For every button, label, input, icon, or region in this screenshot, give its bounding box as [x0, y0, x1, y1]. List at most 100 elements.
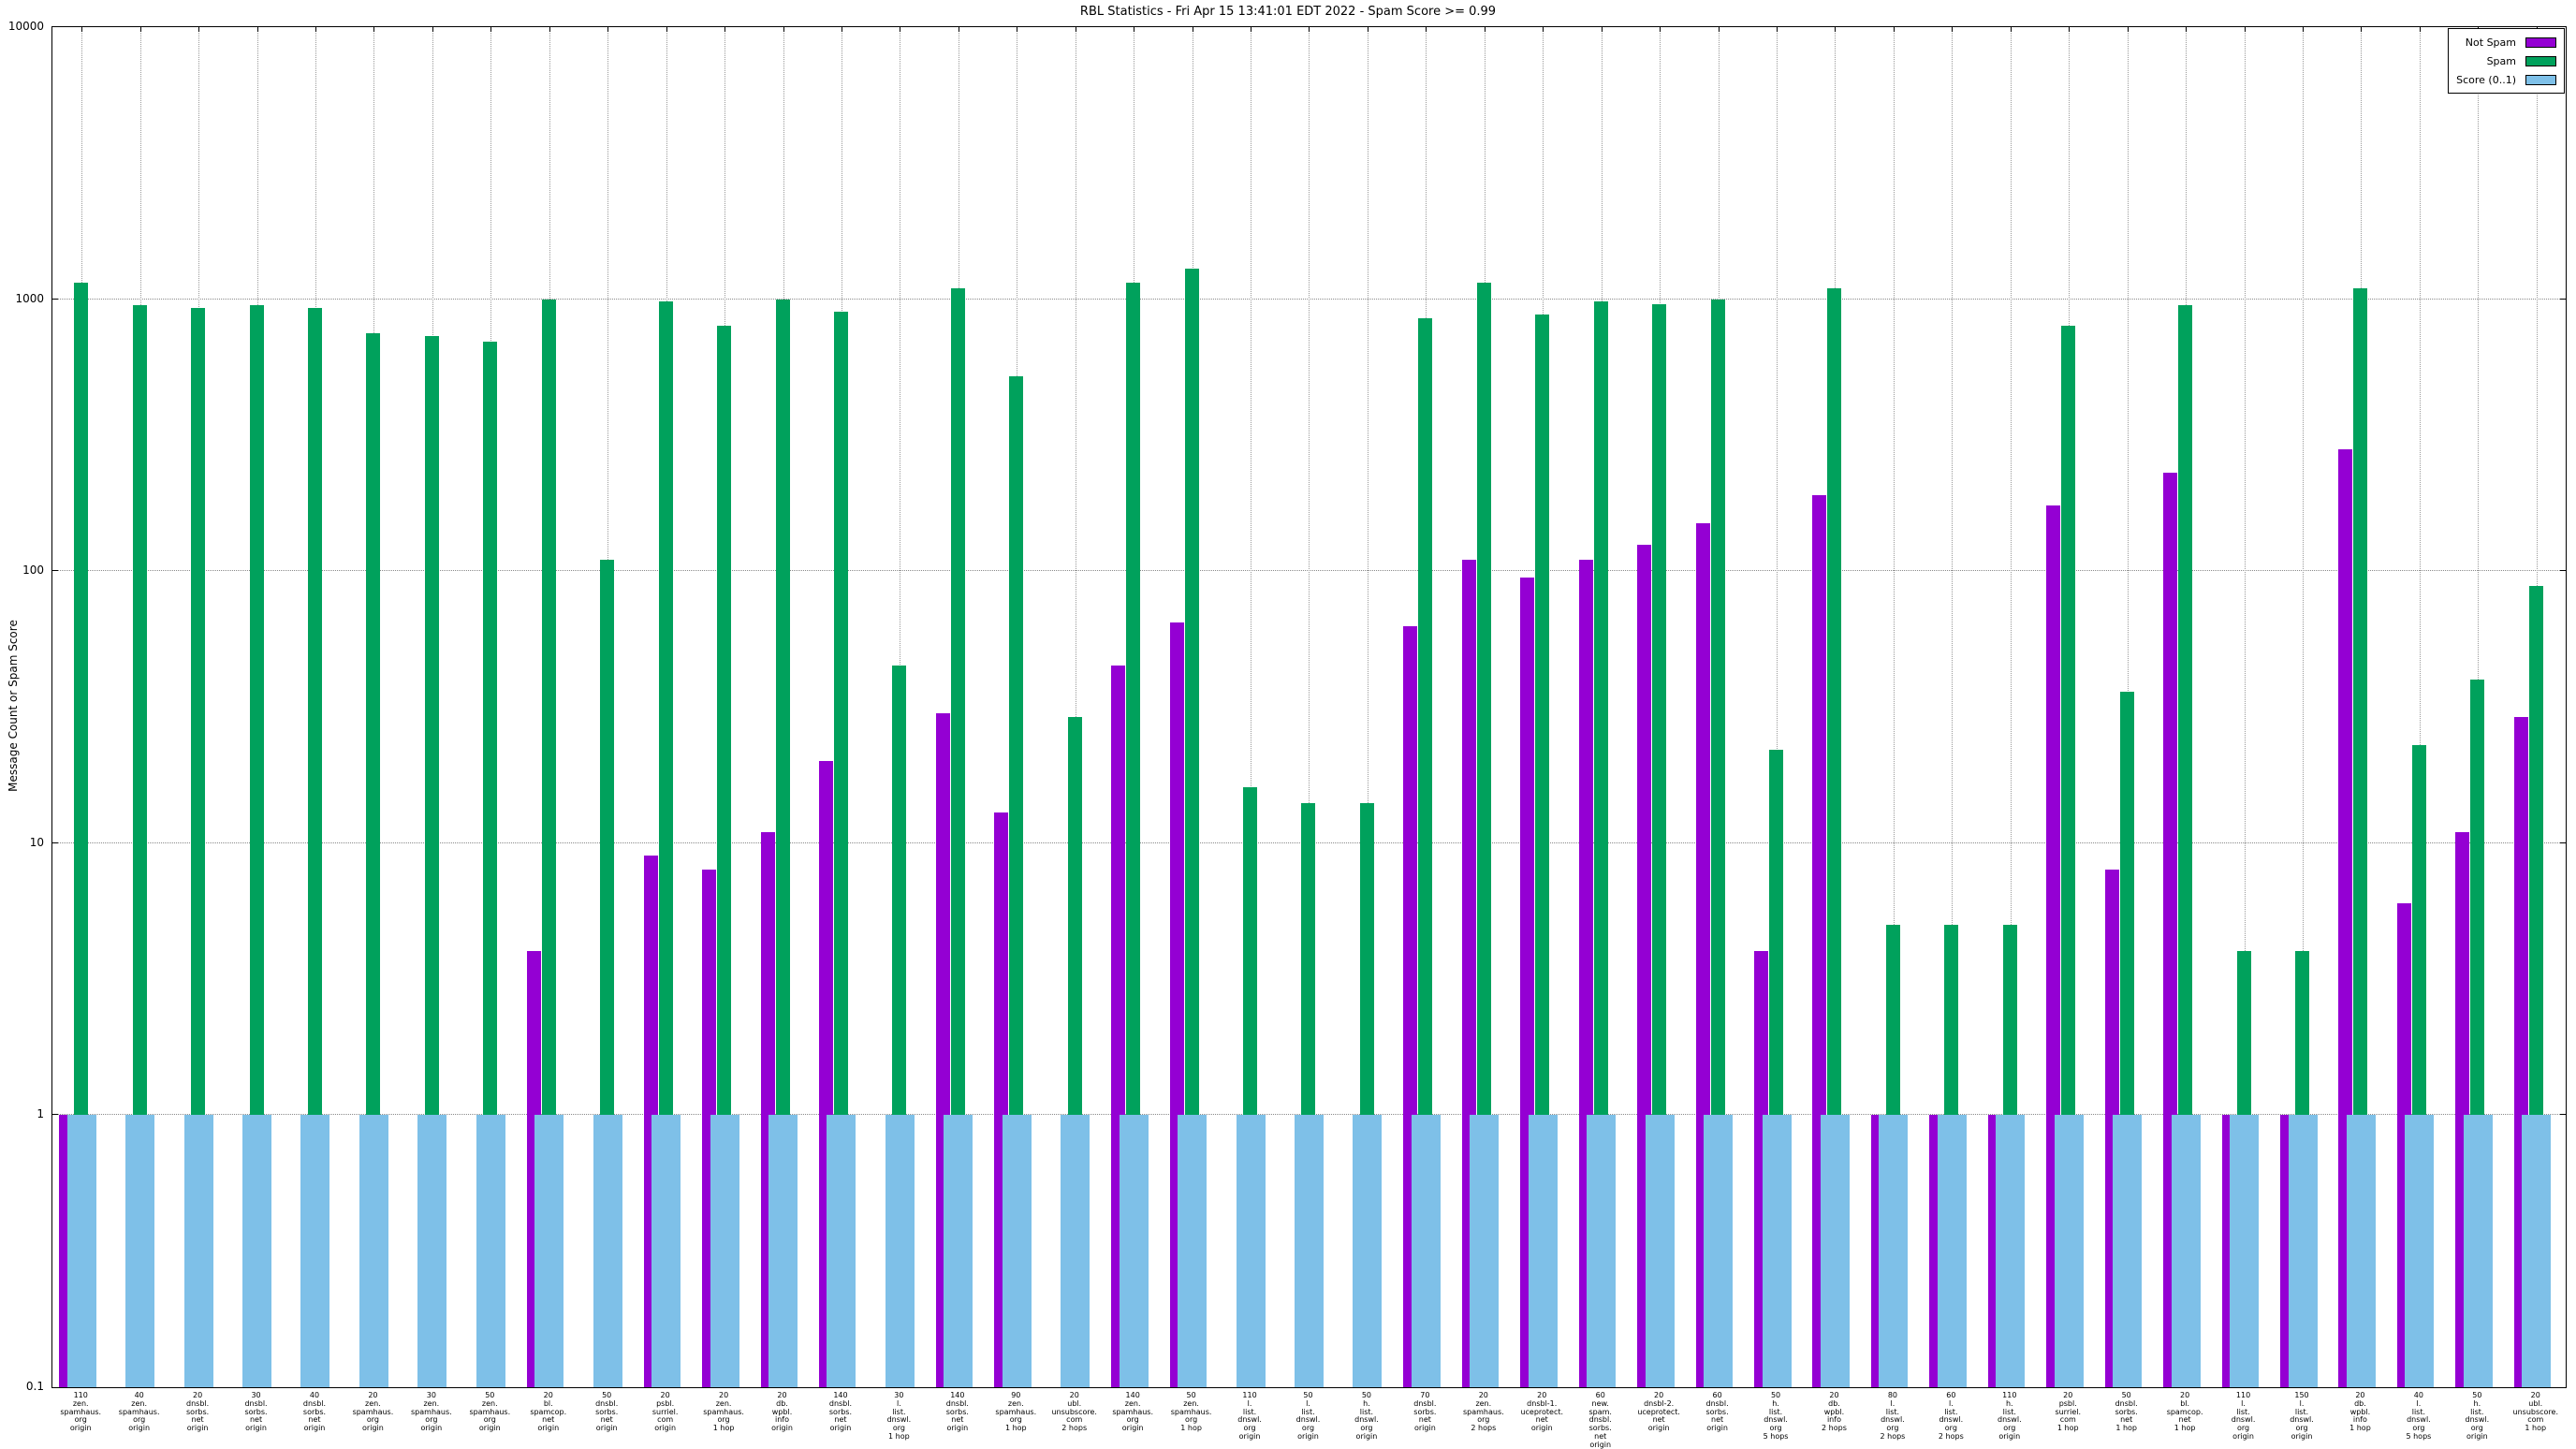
- bar-spam: [74, 282, 89, 1387]
- bar-cluster: [169, 27, 227, 1387]
- bar-cluster: [578, 27, 637, 1387]
- left-axis-tick: [52, 842, 58, 843]
- bar-score: [1528, 1115, 1558, 1387]
- bar-score: [1119, 1115, 1149, 1387]
- x-tick-label: 20 ubl. unsubscore. com 2 hops: [1051, 1391, 1097, 1433]
- legend-label: Not Spam: [2465, 36, 2516, 49]
- bar-score: [534, 1115, 564, 1387]
- x-tick-label: 40 l. list. dnswl. org 5 hops: [2406, 1391, 2432, 1441]
- top-axis-tick: [2186, 27, 2188, 32]
- x-tick-label: 140 dnsbl. sorbs. net origin: [945, 1391, 969, 1433]
- v-gridline: [2244, 27, 2246, 1387]
- bar-score: [2463, 1115, 2493, 1387]
- top-axis-tick: [1893, 27, 1895, 32]
- bar-cluster: [1514, 27, 1572, 1387]
- x-tick-label: 20 psbl. surriel. com 1 hop: [2055, 1391, 2082, 1433]
- top-axis-tick: [198, 27, 200, 32]
- x-tick-label: 50 l. list. dnswl. org origin: [1295, 1391, 1321, 1441]
- bar-score: [1294, 1115, 1324, 1387]
- x-tick-label: 50 h. list. dnswl. org 5 hops: [1763, 1391, 1789, 1441]
- x-tick-label: 110 h. list. dnswl. org origin: [1997, 1391, 2022, 1441]
- bar-score: [1353, 1115, 1383, 1387]
- bar-cluster: [1923, 27, 1981, 1387]
- bar-cluster: [2508, 27, 2566, 1387]
- bar-spam: [1126, 282, 1141, 1387]
- x-tick-label: 30 l. list. dnswl. org 1 hop: [886, 1391, 912, 1441]
- v-gridline: [2303, 27, 2304, 1387]
- bar-score: [651, 1115, 681, 1387]
- x-tick-label: 20 db. wpbl. info 1 hop: [2349, 1391, 2371, 1433]
- bar-cluster: [2274, 27, 2332, 1387]
- bar-cluster: [520, 27, 578, 1387]
- bar-cluster: [2332, 27, 2390, 1387]
- bar-score: [300, 1115, 330, 1387]
- bar-cluster: [812, 27, 871, 1387]
- top-axis-tick: [1601, 27, 1603, 32]
- top-axis-tick: [1309, 27, 1310, 32]
- x-tick-label: 20 psbl. surriel. com origin: [651, 1391, 679, 1433]
- x-tick-label: 20 zen. spamhaus. org 2 hops: [1462, 1391, 1504, 1433]
- bar-cluster: [1105, 27, 1163, 1387]
- bar-cluster: [2391, 27, 2449, 1387]
- bar-score: [1820, 1115, 1850, 1387]
- y-tick-label: 1: [37, 1107, 44, 1121]
- x-tick-label: 30 dnsbl. sorbs. net origin: [244, 1391, 268, 1433]
- bar-cluster: [110, 27, 168, 1387]
- bar-cluster: [1689, 27, 1747, 1387]
- x-tick-label: 140 dnsbl. sorbs. net origin: [828, 1391, 853, 1433]
- top-axis-tick: [81, 27, 83, 32]
- bar-score: [1996, 1115, 2026, 1387]
- x-tick-label: 50 h. list. dnswl. org origin: [2465, 1391, 2490, 1441]
- top-axis-tick: [2419, 27, 2421, 32]
- bar-score: [710, 1115, 739, 1387]
- bar-score: [1236, 1115, 1266, 1387]
- x-tick-label: 150 l. list. dnswl. org origin: [2290, 1391, 2314, 1441]
- v-gridline: [2419, 27, 2421, 1387]
- top-axis-tick: [607, 27, 609, 32]
- left-axis-tick: [52, 298, 58, 300]
- x-tick-label: 50 zen. spamhaus. org 1 hop: [1170, 1391, 1212, 1433]
- bar-cluster: [1046, 27, 1105, 1387]
- x-tick-label: 20 dnsbl-2. uceprotect. net origin: [1637, 1391, 1680, 1433]
- top-axis-tick: [2127, 27, 2129, 32]
- top-axis-tick: [1777, 27, 1778, 32]
- x-tick-label: 60 l. list. dnswl. org 2 hops: [1938, 1391, 1964, 1441]
- top-axis-tick: [1952, 27, 1954, 32]
- x-tick-label: 50 zen. spamhaus. org origin: [469, 1391, 511, 1433]
- bar-cluster: [695, 27, 754, 1387]
- bar-cluster: [344, 27, 402, 1387]
- y-tick-label: 10000: [7, 20, 44, 33]
- right-axis-tick: [2560, 298, 2566, 300]
- bar-score: [1704, 1115, 1734, 1387]
- x-tick-label: 60 new. spam. dnsbl. sorbs. net origin: [1588, 1391, 1612, 1449]
- legend-label: Spam: [2486, 54, 2516, 67]
- x-tick-label: 20 db. wpbl. info origin: [771, 1391, 793, 1433]
- legend-label: Score (0..1): [2456, 73, 2516, 86]
- bar-cluster: [461, 27, 520, 1387]
- bar-score: [1470, 1115, 1500, 1387]
- x-tick-label: 20 bl. spamcop. net 1 hop: [2166, 1391, 2203, 1433]
- x-tick-label: 50 dnsbl. sorbs. net 1 hop: [2115, 1391, 2138, 1433]
- x-axis-labels: 110 zen. spamhaus. org origin 40 zen. spa…: [51, 1391, 2567, 1449]
- bar-score: [1762, 1115, 1792, 1387]
- legend-row: Not Spam: [2456, 33, 2556, 51]
- bar-cluster: [1631, 27, 1689, 1387]
- x-tick-label: 20 db. wpbl. info 2 hops: [1822, 1391, 1847, 1433]
- bar-score: [1587, 1115, 1617, 1387]
- bar-score: [476, 1115, 505, 1387]
- top-axis-tick: [490, 27, 492, 32]
- bar-cluster: [637, 27, 695, 1387]
- x-tick-label: 80 l. list. dnswl. org 2 hops: [1880, 1391, 1906, 1441]
- top-axis-tick: [1835, 27, 1837, 32]
- x-tick-label: 110 l. list. dnswl. org origin: [2231, 1391, 2256, 1441]
- bar-cluster: [2040, 27, 2098, 1387]
- x-tick-label: 40 zen. spamhaus. org origin: [118, 1391, 160, 1433]
- bar-cluster: [1865, 27, 1923, 1387]
- y-tick-label: 100: [22, 564, 44, 578]
- bar-cluster: [1982, 27, 2040, 1387]
- top-axis-tick: [1718, 27, 1720, 32]
- bar-cluster: [1222, 27, 1280, 1387]
- top-axis-tick: [2010, 27, 2012, 32]
- bar-score: [1645, 1115, 1675, 1387]
